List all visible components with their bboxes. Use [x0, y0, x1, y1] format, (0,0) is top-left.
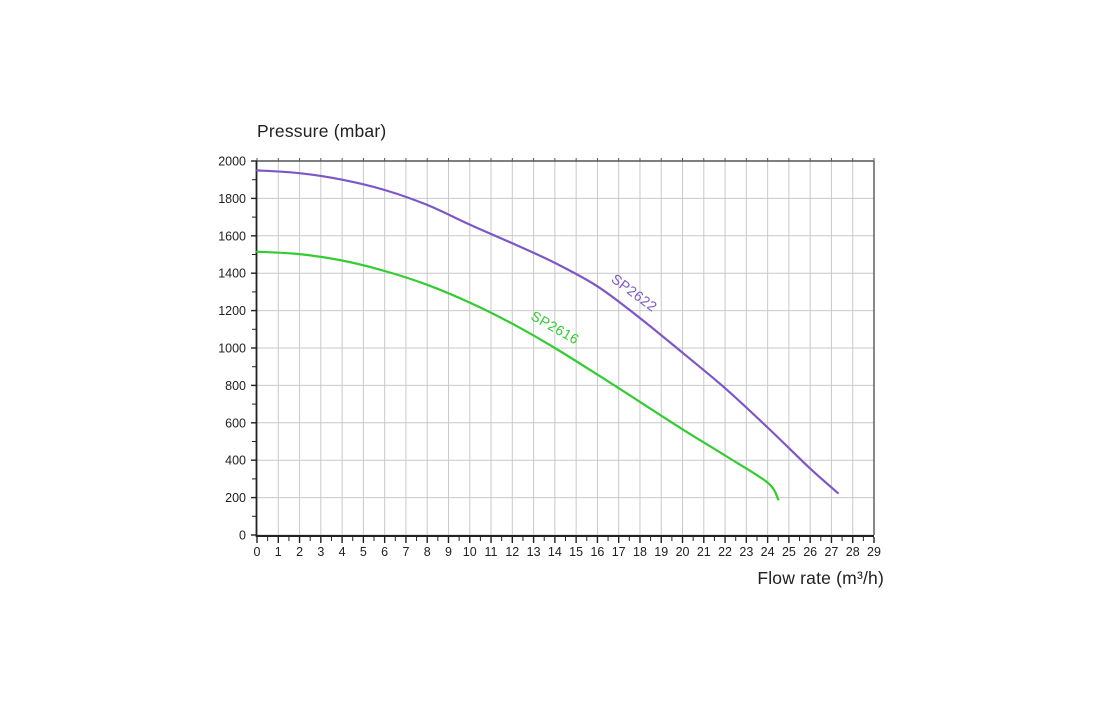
y-tick-label: 1600	[218, 229, 246, 243]
y-tick-labels: 0 200 400 600 800 1000 1200 1400 1600 1800 2000	[218, 155, 246, 543]
curve-label-SP2622: SP2622	[609, 270, 661, 314]
x-tick-label: 12	[505, 545, 519, 559]
axis-ticks	[251, 158, 875, 543]
x-tick-labels: 0 1 2 3 4 5 6 7 8 9 10 11 12 13 14 15 16 17 18 19 20 21 22 23 24…	[254, 545, 881, 559]
x-tick-label: 4	[339, 545, 346, 559]
x-tick-label: 13	[527, 545, 541, 559]
x-tick-label: 19	[654, 545, 668, 559]
grid-lines	[256, 160, 875, 536]
y-tick-label: 1800	[218, 192, 246, 206]
x-tick-label: 16	[590, 545, 604, 559]
y-tick-label: 200	[225, 491, 246, 505]
y-tick-label: 1400	[218, 267, 246, 281]
x-tick-label: 20	[676, 545, 690, 559]
x-tick-label: 15	[569, 545, 583, 559]
x-tick-label: 18	[633, 545, 647, 559]
y-tick-label: 800	[225, 379, 246, 393]
x-tick-label: 5	[360, 545, 367, 559]
x-tick-label: 22	[718, 545, 732, 559]
y-axis-title: Pressure (mbar)	[257, 121, 387, 141]
x-tick-label: 7	[402, 545, 409, 559]
x-tick-label: 11	[485, 545, 498, 559]
x-tick-label: 1	[275, 545, 282, 559]
series-curve-SP2622	[255, 169, 839, 494]
x-tick-label: 0	[254, 545, 261, 559]
x-tick-label: 10	[463, 545, 477, 559]
y-tick-label: 600	[225, 416, 246, 430]
x-tick-label: 9	[445, 545, 452, 559]
y-tick-label: 2000	[218, 155, 246, 169]
axes-frame	[255, 160, 875, 537]
x-tick-label: 8	[424, 545, 431, 559]
x-tick-label: 28	[846, 545, 860, 559]
x-tick-label: 26	[803, 545, 817, 559]
x-tick-label: 14	[548, 545, 562, 559]
x-tick-label: 21	[697, 545, 711, 559]
y-tick-label: 400	[225, 454, 246, 468]
x-tick-label: 3	[317, 545, 324, 559]
y-tick-label: 0	[239, 529, 246, 543]
series-curve-SP2616	[255, 250, 780, 501]
x-tick-label: 29	[867, 545, 881, 559]
x-tick-label: 23	[739, 545, 753, 559]
x-tick-label: 2	[296, 545, 303, 559]
x-tick-label: 25	[782, 545, 796, 559]
x-tick-label: 17	[612, 545, 626, 559]
y-tick-label: 1200	[218, 304, 246, 318]
y-tick-label: 1000	[218, 342, 246, 356]
x-tick-label: 6	[381, 545, 388, 559]
x-tick-label: 24	[761, 545, 775, 559]
x-axis-title: Flow rate (m³/h)	[757, 568, 884, 588]
x-tick-label: 27	[824, 545, 838, 559]
